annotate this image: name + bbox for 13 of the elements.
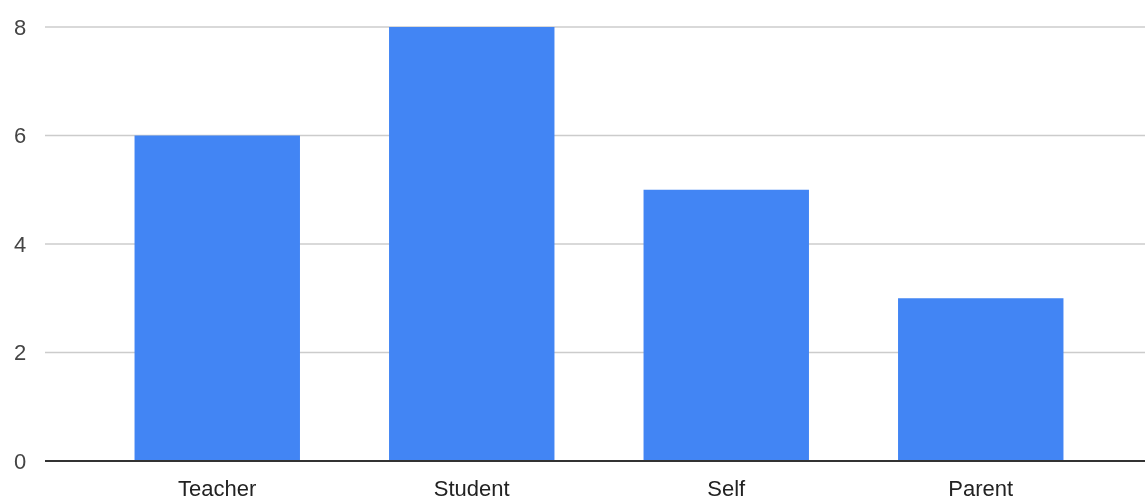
x-tick-label: Parent xyxy=(948,476,1014,501)
x-tick-label: Student xyxy=(433,476,510,501)
bar xyxy=(134,135,300,461)
y-tick-label: 6 xyxy=(13,123,27,149)
y-tick-label: 2 xyxy=(13,340,27,366)
y-tick-label: 4 xyxy=(13,231,27,257)
y-tick-label: 8 xyxy=(13,14,27,40)
bar xyxy=(898,298,1064,461)
bar xyxy=(389,27,555,461)
x-tick-label: Self xyxy=(707,476,747,501)
x-tick-label: Teacher xyxy=(178,476,257,501)
bar xyxy=(643,189,809,461)
y-tick-label: 0 xyxy=(13,448,27,474)
